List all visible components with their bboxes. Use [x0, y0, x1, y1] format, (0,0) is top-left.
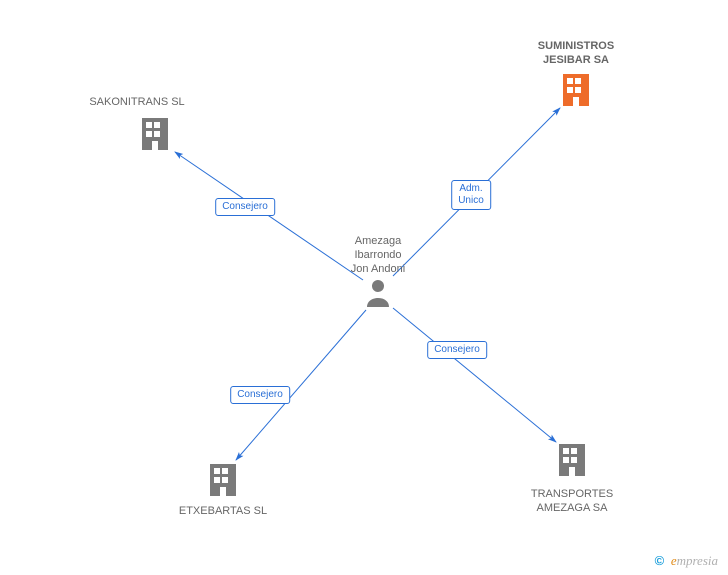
- edge-label: Consejero: [215, 198, 275, 216]
- building-icon: [559, 444, 585, 476]
- person-icon: [367, 280, 389, 307]
- building-icon: [210, 464, 236, 496]
- watermark-brand-rest: mpresia: [677, 553, 718, 568]
- edge-label: Consejero: [427, 341, 487, 359]
- edge: [393, 308, 556, 442]
- company-node-label: ETXEBARTAS SL: [179, 505, 267, 519]
- building-icon: [142, 118, 168, 150]
- diagram-canvas: [0, 0, 728, 575]
- company-node-label: SUMINISTROS JESIBAR SA: [538, 40, 614, 68]
- edge-label: Adm. Unico: [451, 180, 491, 210]
- building-icon: [563, 74, 589, 106]
- copyright-symbol: ©: [655, 553, 665, 568]
- edge: [236, 310, 366, 460]
- edge: [175, 152, 363, 280]
- center-node-label: Amezaga Ibarrondo Jon Andoni: [351, 235, 405, 276]
- edge-label: Consejero: [230, 386, 290, 404]
- watermark: © empresia: [655, 553, 718, 569]
- company-node-label: SAKONITRANS SL: [89, 96, 184, 110]
- company-node-label: TRANSPORTES AMEZAGA SA: [531, 488, 613, 516]
